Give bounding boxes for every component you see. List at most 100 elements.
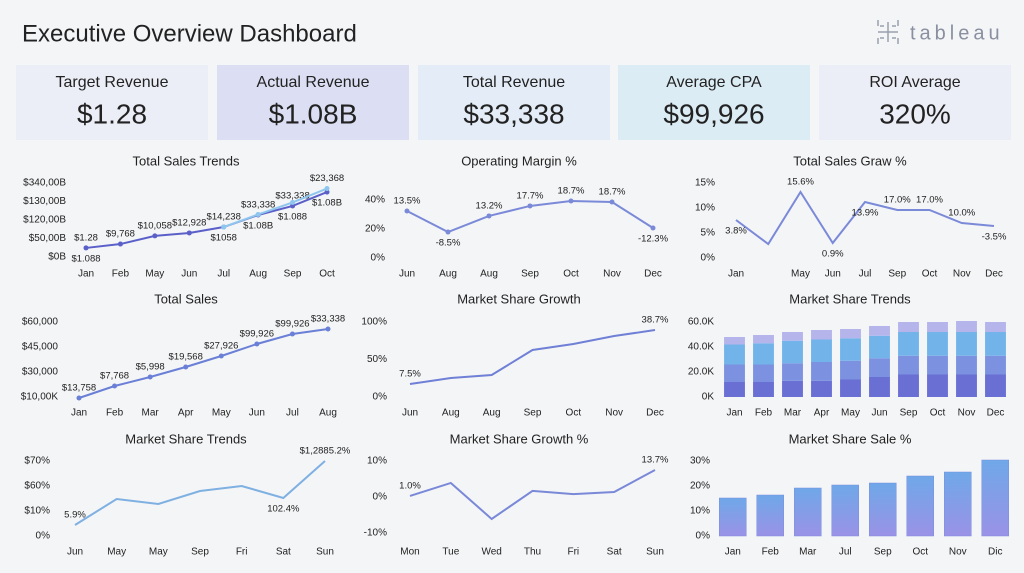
bar-segment [811,339,832,362]
point [404,208,410,214]
bar-segment [869,377,890,397]
data-label: 13.2% [476,200,503,211]
point [221,224,227,230]
kpi-label: ROI Average [869,74,960,91]
bar-segment [898,374,919,397]
x-tick-label: Aug [319,408,337,419]
x-tick-label: Apr [178,408,194,419]
y-tick-label: 10% [690,506,710,517]
bar-segment [956,332,977,356]
data-label: 7.5% [399,369,421,380]
x-tick-label: May [145,269,164,280]
bar-segment [956,321,977,332]
bar-segment [927,332,948,356]
y-tick-label: $0B [48,252,66,263]
y-tick-label: $60% [24,481,50,492]
x-tick-label: Apr [814,408,830,419]
bar-segment [840,379,861,397]
point [289,331,295,337]
bar [944,471,972,537]
bar-segment [985,374,1006,397]
kpi-label: Actual Revenue [257,74,370,91]
logo-icon [877,20,899,44]
data-label: 17.7% [517,190,544,201]
x-tick-label: Sep [900,408,918,419]
data-label: $10,058 [138,220,172,231]
x-tick-label: Fri [567,547,579,558]
x-tick-label: Oct [930,408,946,419]
dashboard-title: Executive Overview Dashboard [22,20,357,47]
x-tick-label: Oct [563,269,579,280]
x-tick-label: Jun [249,408,265,419]
point [568,198,574,204]
data-label: $1.08B [243,221,273,232]
point [83,245,89,251]
bar [719,497,747,537]
chart-title: Market Share Trends [125,431,247,446]
x-tick-label: Jul [286,408,299,419]
x-tick-label: Aug [439,269,457,280]
x-tick-label: Jun [67,547,83,558]
bar-segment [869,335,890,359]
kpi-card [819,65,1011,140]
line [74,460,326,526]
x-tick-label: Sat [607,547,622,558]
chart-title: Market Share Growth % [450,431,589,446]
x-tick-label: May [841,408,860,419]
bar-segment [898,322,919,332]
data-label: 13.5% [394,196,421,207]
x-tick-label: May [212,408,231,419]
kpi-card [618,65,810,140]
x-tick-label: Jan [725,547,741,558]
data-label: 38.7% [642,315,669,326]
bar-segment [724,337,745,345]
bar [981,459,1009,537]
bar-segment [840,360,861,380]
x-tick-label: Aug [249,269,267,280]
bar-segment [956,355,977,375]
point [325,326,331,332]
y-tick-label: 20.0K [688,367,714,378]
y-tick-label: $30,000 [22,367,59,378]
bar-segment [753,343,774,365]
bar-segment [724,382,745,397]
data-label: 17.0% [916,195,943,206]
x-tick-label: Jul [839,547,852,558]
y-tick-label: $70% [24,456,50,467]
x-tick-label: Feb [755,408,773,419]
x-tick-label: Sep [191,547,209,558]
bar-segment [840,329,861,339]
x-tick-label: Oct [566,408,582,419]
y-tick-label: 20% [365,224,385,235]
line [735,190,995,246]
x-tick-label: Sep [524,408,542,419]
kpi-label: Target Revenue [56,74,169,91]
line [78,328,329,399]
y-tick-label: $130,00B [23,196,66,207]
bar-segment [898,355,919,375]
x-tick-label: May [107,547,126,558]
y-tick-label: 10% [367,456,387,467]
kpi-card [217,65,409,140]
y-tick-label: 0% [696,531,711,542]
x-tick-label: Oct [319,269,335,280]
kpi-value: $33,338 [463,98,564,129]
x-tick-label: Aug [483,408,501,419]
data-label: 15.6% [787,177,814,188]
x-tick-label: Jan [78,269,94,280]
y-tick-label: 0% [371,253,386,264]
y-tick-label: 10% [695,203,715,214]
x-tick-label: Dec [646,408,664,419]
x-tick-label: Jun [399,269,415,280]
y-tick-label: 0% [373,392,388,403]
x-tick-label: Fri [236,547,248,558]
point [76,395,82,401]
point [445,229,451,235]
data-label: $1.28 [74,232,98,243]
bar-segment [869,358,890,377]
y-tick-label: $45,000 [22,342,59,353]
point [152,233,158,239]
y-tick-label: 40.0K [688,342,714,353]
bar-segment [724,344,745,365]
data-label: $5,998 [136,362,165,373]
